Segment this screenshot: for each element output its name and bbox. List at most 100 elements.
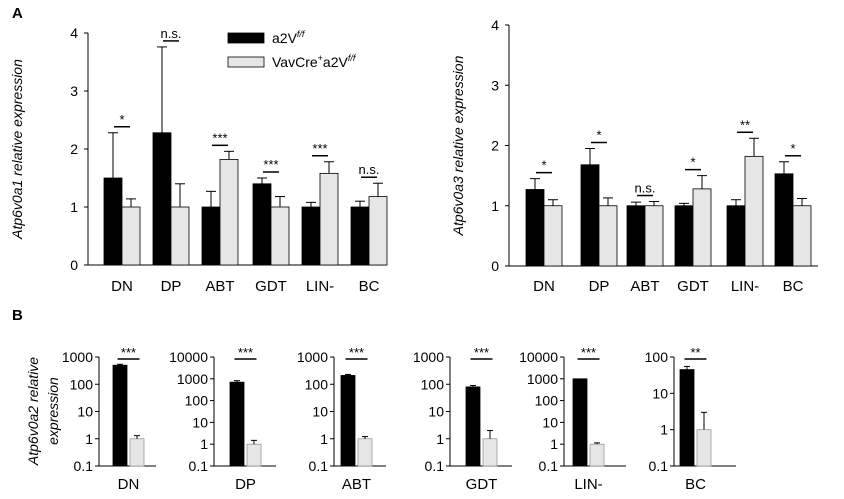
y-axis-title: Atp6v0a3 relative expression: [450, 55, 466, 236]
significance-label: ***: [263, 157, 278, 172]
bar-series1: [572, 378, 588, 467]
category-label: BC: [685, 476, 706, 493]
y-tick-label: 0.1: [425, 458, 445, 474]
legend-label-series2: VavCre+a2Vf/f: [272, 53, 357, 70]
y-tick-label: 1: [85, 431, 93, 447]
y-axis-title-b: Atp6v0a2 relative: [25, 357, 41, 466]
bar-series2: [129, 438, 145, 467]
bar-series1: [679, 369, 695, 467]
legend-swatch-series1: [227, 32, 265, 44]
bar-series1: [465, 386, 481, 467]
y-tick-label: 4: [491, 17, 499, 33]
category-label: BC: [359, 278, 380, 295]
bar-series2: [792, 205, 812, 267]
category-label: DP: [161, 278, 182, 295]
y-tick-label: 2: [70, 141, 78, 157]
significance-label: ***: [474, 345, 489, 360]
bar-series1: [774, 173, 794, 267]
legend-label-series1: a2Vf/f: [272, 29, 306, 46]
significance-label: ***: [238, 345, 253, 360]
category-label: ABT: [630, 278, 659, 295]
subplot-lin: 0.1 1 10 100 1000 10000 *** LIN-: [519, 345, 626, 493]
y-tick-label: 10: [312, 404, 328, 420]
category-label: DP: [235, 476, 256, 493]
chart-atp6v0a3: 0 1 2 3 4 Atp6v0a3 relative expression * DN * DP n…: [450, 17, 818, 295]
category-label: GDT: [466, 476, 498, 493]
subplot-dp: 0.1 1 10 100 1000 10000 *** DP: [169, 345, 276, 493]
category-label: LIN-: [306, 278, 334, 295]
subplot-dn: 0.1 1 10 100 1000 *** DN: [62, 345, 156, 493]
bar-series1: [201, 206, 221, 266]
y-tick-label: 1: [491, 198, 499, 214]
bar-series2: [246, 443, 262, 467]
significance-label: n.s.: [359, 162, 380, 177]
y-tick-label: 100: [535, 393, 559, 409]
panel-label-b: B: [12, 307, 23, 324]
subplot-abt: 0.1 1 10 100 1000 *** ABT: [297, 345, 386, 493]
y-axis-title: Atp6v0a1 relative expression: [9, 59, 25, 240]
bar-series2: [170, 206, 190, 266]
significance-label: ***: [349, 345, 364, 360]
category-label: GDT: [255, 278, 287, 295]
y-tick-label: 1000: [297, 349, 328, 365]
y-tick-label: 1: [660, 422, 668, 438]
legend-swatch-series2: [227, 56, 265, 68]
y-tick-label: 10: [192, 414, 208, 430]
bar-series2: [543, 205, 563, 267]
chart-atp6v0a1: 0 1 2 3 4 Atp6v0a1 relative expression * DN n.s.…: [9, 25, 388, 295]
bar-series1: [674, 205, 694, 267]
significance-label: ***: [212, 130, 227, 145]
y-tick-label: 0.1: [74, 458, 94, 474]
significance-label: *: [690, 155, 695, 170]
significance-label: *: [541, 158, 546, 173]
bar-series2: [692, 188, 712, 267]
y-tick-label: 100: [645, 349, 669, 365]
significance-label: **: [740, 117, 750, 132]
y-tick-label: 1: [436, 431, 444, 447]
y-tick-label: 0.1: [189, 458, 209, 474]
y-tick-label: 0: [491, 258, 499, 274]
bar-series1: [350, 206, 370, 266]
significance-label: n.s.: [635, 181, 656, 196]
bar-series1: [301, 206, 321, 266]
y-tick-label: 10: [77, 404, 93, 420]
y-tick-label: 10000: [169, 349, 208, 365]
y-tick-label: 10000: [519, 349, 558, 365]
y-tick-label: 4: [70, 25, 78, 41]
significance-label: ***: [581, 345, 596, 360]
y-tick-label: 100: [185, 393, 209, 409]
bar-series1: [103, 177, 123, 266]
significance-label: *: [790, 141, 795, 156]
y-tick-label: 1000: [177, 371, 208, 387]
y-tick-label: 0.1: [649, 458, 669, 474]
y-tick-label: 0.1: [539, 458, 559, 474]
bar-series1: [340, 375, 356, 467]
chart-atp6v0a2: Atp6v0a2 relative expression0.11101001000…: [25, 345, 736, 493]
y-tick-label: 1: [70, 199, 78, 215]
y-tick-label: 0: [70, 257, 78, 273]
category-label: BC: [783, 278, 804, 295]
category-label: DP: [589, 278, 610, 295]
y-tick-label: 1000: [413, 349, 444, 365]
bar-series2: [744, 155, 764, 267]
category-label: DN: [111, 278, 133, 295]
bar-series1: [252, 183, 272, 266]
significance-label: ***: [312, 141, 327, 156]
bar-series2: [644, 205, 664, 267]
bar-series1: [726, 205, 746, 267]
bar-series1: [152, 132, 172, 266]
legend: a2Vf/f VavCre+a2Vf/f: [227, 29, 357, 70]
y-tick-label: 100: [421, 376, 445, 392]
y-tick-label: 1: [320, 431, 328, 447]
bar-series2: [121, 206, 141, 266]
y-tick-label: 1: [200, 436, 208, 452]
y-tick-label: 3: [70, 83, 78, 99]
bar-series2: [219, 159, 239, 266]
y-tick-label: 2: [491, 138, 499, 154]
bar-series2: [319, 172, 339, 266]
category-label: GDT: [677, 278, 709, 295]
panel-label-a: A: [12, 5, 23, 22]
category-label: LIN-: [731, 278, 759, 295]
bar-series1: [580, 164, 600, 267]
